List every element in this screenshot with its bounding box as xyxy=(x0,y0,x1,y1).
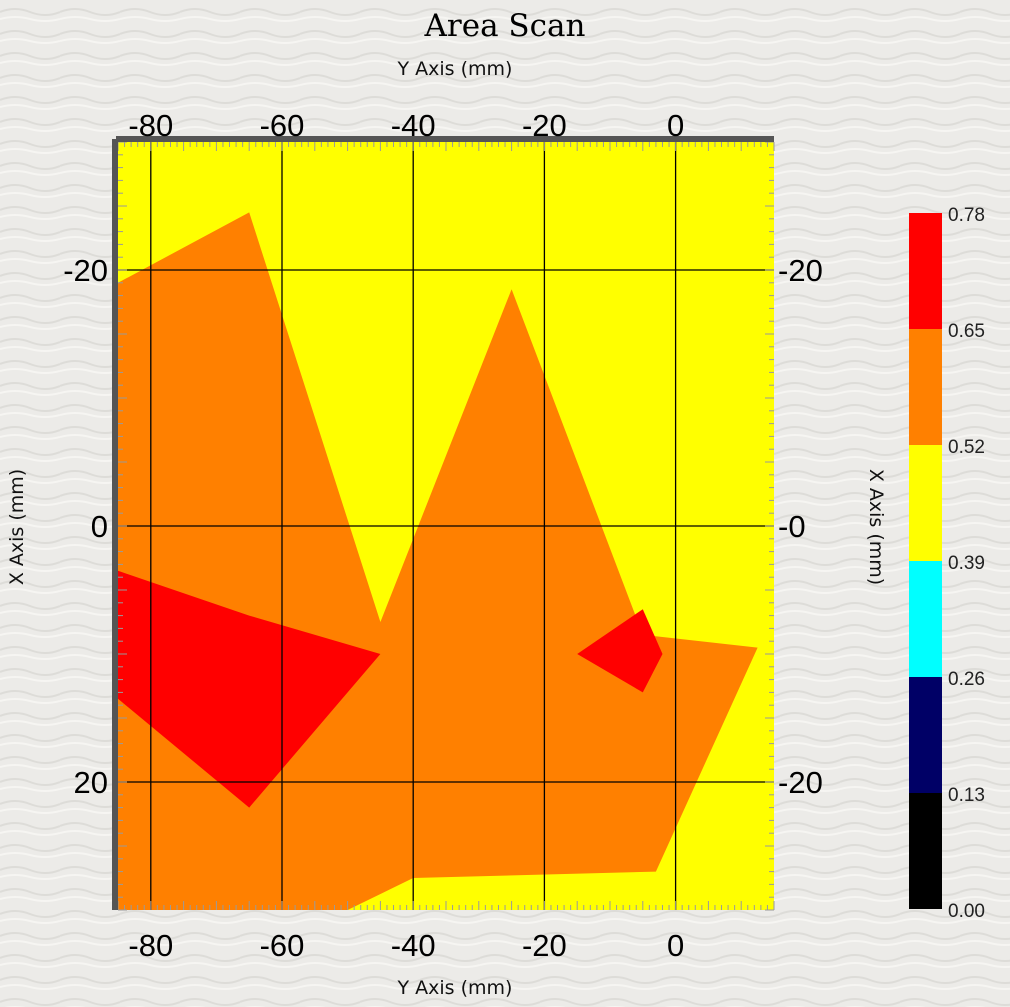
legend-level-label: 0.78 xyxy=(948,205,985,226)
tick-label-top: -80 xyxy=(128,108,173,143)
contour-region-3 xyxy=(577,609,663,693)
legend-band xyxy=(909,561,942,677)
contour-region-2 xyxy=(118,570,381,808)
tick-label-left: 0 xyxy=(91,509,108,544)
legend-band xyxy=(909,213,942,329)
tick-label-right: -20 xyxy=(778,253,823,288)
legend-band xyxy=(909,677,942,793)
tick-label-top: 0 xyxy=(667,108,684,143)
tick-label-bottom: -20 xyxy=(522,928,567,963)
tick-label-top: -40 xyxy=(391,108,436,143)
legend-level-label: 0.39 xyxy=(948,553,985,574)
chart-title: Area Scan xyxy=(424,8,586,44)
top-axis-title: Y Axis (mm) xyxy=(397,58,513,80)
tick-label-left: -20 xyxy=(63,253,108,288)
tick-label-bottom: 0 xyxy=(667,928,684,963)
legend-band xyxy=(909,329,942,445)
tick-label-right: -0 xyxy=(778,509,806,544)
tick-label-bottom: -40 xyxy=(391,928,436,963)
legend-band xyxy=(909,445,942,561)
tick-label-left: 20 xyxy=(74,765,108,800)
tick-label-right: -20 xyxy=(778,765,823,800)
legend-level-label: 0.26 xyxy=(948,669,985,690)
legend-level-label: 0.52 xyxy=(948,437,985,458)
tick-label-top: -20 xyxy=(522,108,567,143)
tick-label-bottom: -60 xyxy=(260,928,305,963)
legend-band xyxy=(909,793,942,909)
tick-label-bottom: -80 xyxy=(128,928,173,963)
bottom-axis-title: Y Axis (mm) xyxy=(397,977,513,999)
tick-label-top: -60 xyxy=(260,108,305,143)
legend-level-label: 0.13 xyxy=(948,785,985,806)
legend-level-label: 0.00 xyxy=(948,901,985,922)
legend-level-label: 0.65 xyxy=(948,321,985,342)
